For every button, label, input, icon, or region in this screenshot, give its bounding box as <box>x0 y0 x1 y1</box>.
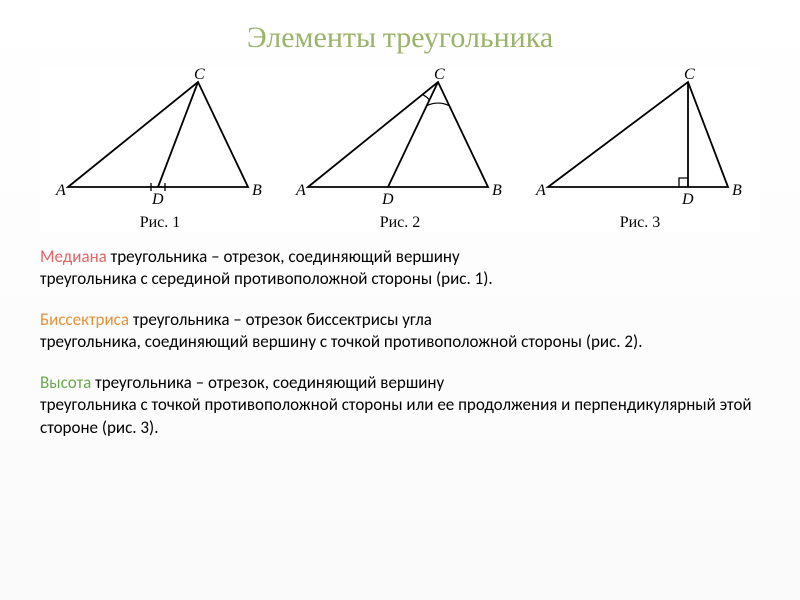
label-D: D <box>681 191 694 208</box>
figure-1: A B C D Рис. 1 <box>40 67 280 232</box>
caption-2: Рис. 2 <box>280 214 520 232</box>
caption-3: Рис. 3 <box>520 214 760 232</box>
slide-title: Элементы треугольника <box>40 20 760 55</box>
term-bisector: Биссектриса <box>40 309 129 330</box>
triangle <box>548 82 728 187</box>
label-A: A <box>535 182 546 199</box>
figures-row: A B C D Рис. 1 A B C D Рис. 2 <box>40 67 760 232</box>
label-C: C <box>684 67 695 83</box>
bisector-line <box>388 82 438 187</box>
label-B: B <box>252 182 262 199</box>
figure-2: A B C D Рис. 2 <box>280 67 520 232</box>
right-angle-mark <box>679 178 688 187</box>
def-bisector-line2: треугольника, соединяющий вершину с точк… <box>40 331 643 352</box>
label-D: D <box>381 191 394 208</box>
label-D: D <box>151 191 164 208</box>
def-altitude: Высота треугольника – отрезок, соединяющ… <box>40 372 760 439</box>
figure-3: A B C D Рис. 3 <box>520 67 760 232</box>
def-median: Медиана треугольника – отрезок, соединяю… <box>40 246 760 291</box>
triangle <box>308 82 488 187</box>
label-C: C <box>194 67 205 83</box>
def-bisector: Биссектриса треугольника – отрезок биссе… <box>40 309 760 354</box>
term-median: Медиана <box>40 246 107 267</box>
label-B: B <box>732 182 742 199</box>
triangle-altitude-svg: A B C D <box>528 67 753 212</box>
triangle-bisector-svg: A B C D <box>288 67 513 212</box>
def-median-line2: треугольника с серединой противоположной… <box>40 268 493 289</box>
def-bisector-line1: треугольника – отрезок биссектрисы угла <box>129 309 432 330</box>
label-C: C <box>434 67 445 83</box>
label-A: A <box>55 182 66 199</box>
angle-arc-2 <box>427 103 449 105</box>
caption-1: Рис. 1 <box>40 214 280 232</box>
triangle-median-svg: A B C D <box>48 67 273 212</box>
def-median-line1: треугольника – отрезок, соединяющий верш… <box>107 246 460 267</box>
term-altitude: Высота <box>40 372 91 393</box>
angle-arc-1 <box>422 95 429 101</box>
label-A: A <box>295 182 306 199</box>
slide: Элементы треугольника A B C D Рис. 1 <box>0 0 800 600</box>
def-altitude-line1: треугольника – отрезок, соединяющий верш… <box>91 372 444 393</box>
def-altitude-line2: треугольника с точкой противоположной ст… <box>40 394 752 437</box>
label-B: B <box>492 182 502 199</box>
triangle <box>68 82 248 187</box>
